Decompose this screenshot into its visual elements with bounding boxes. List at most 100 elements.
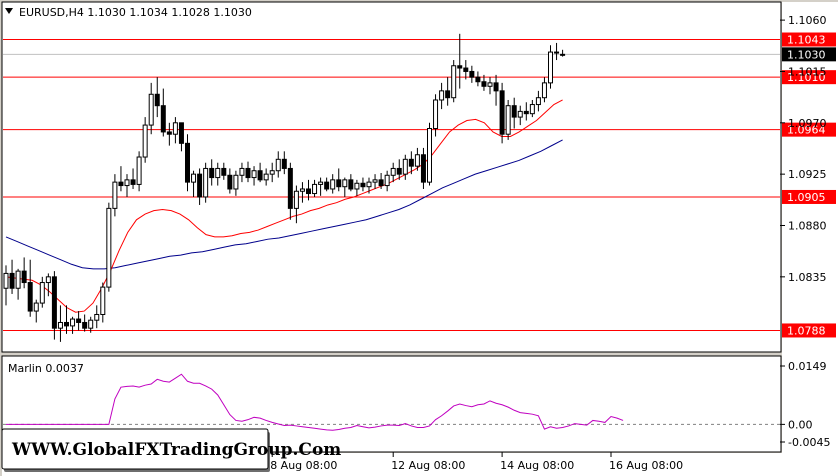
candle-body: [203, 167, 209, 198]
candle-body: [112, 181, 118, 209]
candle-body: [445, 90, 451, 99]
candle-body: [499, 90, 505, 135]
marlin-line: [6, 373, 624, 431]
price-tick-label: 1.0970: [788, 117, 827, 130]
candle-body: [209, 167, 215, 179]
candle-body: [88, 319, 94, 329]
candle-body: [148, 93, 154, 126]
candle-body: [360, 182, 366, 188]
candle-body: [427, 128, 432, 183]
candle-body: [106, 207, 112, 288]
candle-body: [451, 65, 457, 99]
candle-body: [324, 181, 330, 190]
candle-body: [70, 318, 76, 327]
level-price-label: 1.1010: [787, 71, 826, 84]
candle-body: [39, 282, 45, 304]
candle-body: [82, 321, 88, 329]
candle-body: [390, 167, 396, 176]
time-tick-label: 8 Aug 08:00: [270, 459, 337, 472]
candle-body: [299, 188, 305, 192]
price-axis: 1.1043 1.1010 1.0964 1.0905 1.0788 1.1060 1.10…: [780, 14, 836, 338]
level-price-label: 1.1043: [787, 34, 826, 47]
candle-body: [191, 173, 197, 183]
candle-body: [408, 158, 414, 167]
candle-body: [227, 174, 233, 190]
candle-body: [342, 179, 348, 188]
price-tick-label: 1.0835: [788, 271, 827, 284]
candle-body: [57, 321, 63, 329]
candle-body: [197, 173, 203, 198]
candle-body: [505, 105, 511, 135]
candle-body: [275, 158, 281, 172]
chart-menu-triangle-icon[interactable]: [5, 8, 13, 14]
candle-body: [366, 181, 372, 188]
candle-body: [215, 167, 221, 179]
candle-body: [172, 122, 178, 135]
horizontal-levels: [3, 39, 780, 331]
candle-body: [554, 51, 560, 54]
watermark-logo: WWW.GlobalFXTradingGroup.Com: [1, 428, 341, 472]
candle-body: [493, 82, 499, 92]
candle-body: [517, 110, 523, 118]
current-price-tag: [782, 47, 836, 62]
candle-body: [281, 158, 287, 169]
candle-body: [160, 105, 166, 133]
candle-body: [523, 110, 529, 115]
candle-body: [185, 142, 190, 183]
candle-body: [221, 167, 227, 176]
moving-averages: [5, 99, 563, 313]
candle-body: [420, 154, 426, 183]
candle-body: [469, 70, 475, 78]
ma-fast-line: [5, 99, 563, 313]
price-tick-label: 1.1060: [788, 14, 827, 27]
candle-body: [511, 105, 517, 118]
candle-body: [3, 272, 9, 289]
candle-body: [251, 170, 257, 179]
candle-body: [481, 81, 487, 87]
marlin-indicator: 0.0149 0.00 -0.0045: [3, 360, 830, 449]
level-price-label: 1.0788: [787, 324, 826, 337]
time-tick-label: 12 Aug 08:00: [391, 459, 465, 472]
candle-body: [306, 188, 311, 195]
candle-body: [154, 93, 160, 107]
candle-body: [402, 158, 408, 175]
candle-body: [21, 270, 27, 284]
time-tick-label: 16 Aug 08:00: [609, 459, 683, 472]
time-tick-label: 14 Aug 08:00: [500, 459, 574, 472]
candle-body: [541, 82, 547, 99]
candle-body: [396, 167, 402, 175]
level-price-tag: [782, 323, 836, 338]
candle-body: [372, 179, 378, 183]
level-price-tag: [782, 122, 836, 137]
candle-body: [378, 179, 384, 187]
candle-body: [239, 167, 245, 176]
candlesticks: [3, 33, 566, 342]
candle-body: [124, 179, 130, 187]
indicator-tick-label: -0.0045: [788, 436, 830, 449]
candle-body: [487, 82, 493, 87]
symbol-ohlc-header: EURUSD,H4 1.1030 1.1034 1.1028 1.1030: [19, 6, 252, 19]
price-tick-label: 1.1015: [788, 65, 827, 78]
candle-body: [348, 179, 354, 190]
candle-body: [130, 179, 136, 185]
level-price-tag: [782, 189, 836, 204]
candle-body: [463, 67, 469, 72]
candle-body: [535, 97, 541, 106]
candle-body: [414, 154, 420, 167]
candle-body: [166, 131, 172, 135]
time-axis: 8 Aug 08:00 12 Aug 08:00 14 Aug 08:00 16 Au…: [270, 452, 683, 472]
candle-body: [33, 302, 39, 312]
candle-body: [94, 313, 100, 321]
candle-body: [336, 179, 342, 188]
candle-body: [64, 321, 69, 327]
current-price-label: 1.1030: [787, 48, 826, 61]
level-price-label: 1.0964: [787, 124, 826, 137]
indicator-tick-label: 0.0149: [788, 360, 827, 373]
candle-body: [529, 104, 535, 115]
candle-body: [439, 90, 445, 101]
candle-body: [433, 99, 439, 130]
watermark-text: WWW.GlobalFXTradingGroup.Com: [11, 440, 341, 460]
price-tick-label: 1.0925: [788, 168, 827, 181]
candle-body: [51, 276, 57, 329]
